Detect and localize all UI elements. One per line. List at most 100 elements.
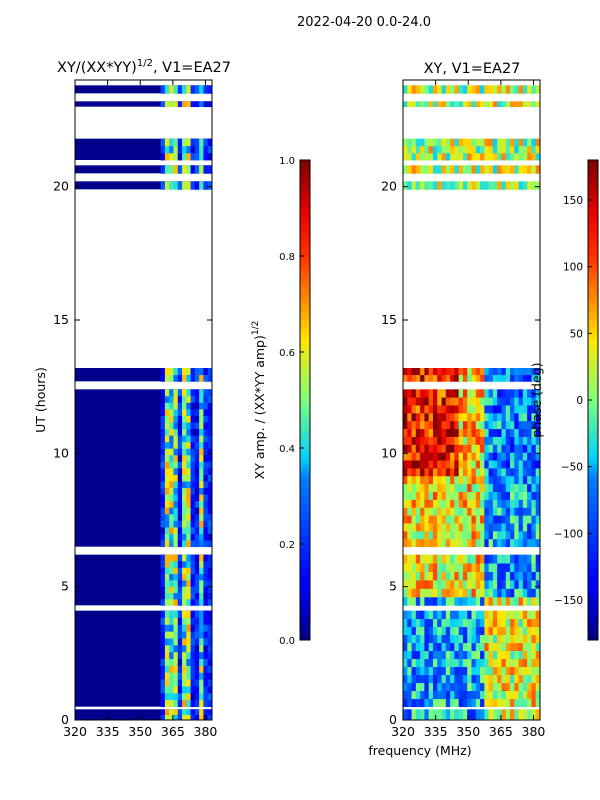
phase-cell bbox=[458, 709, 464, 720]
phase-cell bbox=[424, 436, 430, 445]
amp-cell bbox=[194, 520, 200, 528]
amp-cell bbox=[182, 441, 187, 449]
phase-cell bbox=[527, 468, 532, 477]
phase-cell bbox=[535, 389, 540, 398]
phase-cell bbox=[424, 145, 430, 154]
amp-cell bbox=[173, 644, 179, 653]
phase-cell bbox=[411, 428, 417, 437]
phase-cell bbox=[415, 444, 421, 453]
phase-cell bbox=[462, 475, 468, 485]
phase-cell bbox=[411, 596, 417, 606]
phase-cell bbox=[505, 571, 511, 581]
amp-cell bbox=[190, 435, 196, 443]
phase-cell bbox=[475, 507, 481, 516]
phase-cell bbox=[510, 618, 515, 628]
amp-cell bbox=[169, 181, 174, 190]
phase-cell bbox=[475, 475, 481, 485]
phase-cell bbox=[467, 165, 472, 174]
amp-cell bbox=[177, 533, 183, 541]
amp-cell bbox=[182, 533, 187, 541]
phase-cell bbox=[497, 618, 502, 628]
phase-cell bbox=[420, 101, 425, 108]
amp-cell bbox=[169, 374, 174, 382]
phase-cell bbox=[441, 554, 447, 564]
phase-cell bbox=[475, 444, 481, 453]
phase-cell bbox=[428, 538, 434, 548]
amp-cell bbox=[199, 610, 204, 618]
amp-cell bbox=[203, 631, 209, 639]
phase-cell bbox=[441, 666, 447, 676]
phase-xtick-label: 350 bbox=[456, 724, 480, 739]
phase-cell bbox=[475, 698, 481, 708]
phase-ytick-label: 5 bbox=[389, 579, 397, 594]
phase-cell bbox=[475, 138, 481, 147]
phase-cell bbox=[454, 507, 460, 516]
phase-cell bbox=[514, 682, 519, 692]
phase-cell bbox=[428, 368, 434, 376]
phase-cell bbox=[510, 538, 515, 548]
phase-cell bbox=[432, 618, 438, 628]
amp-cell bbox=[173, 415, 179, 423]
amp-cell bbox=[203, 448, 209, 456]
phase-cell bbox=[492, 658, 498, 668]
phase-cell bbox=[484, 580, 490, 589]
phase-cell bbox=[437, 596, 442, 606]
amp-cell bbox=[207, 714, 212, 720]
amp-cell bbox=[186, 374, 191, 382]
phase-cell bbox=[510, 85, 515, 94]
phase-cell bbox=[454, 405, 460, 414]
phase-cell bbox=[501, 626, 507, 636]
amp-cell bbox=[182, 513, 187, 521]
amp-cell bbox=[164, 487, 170, 495]
phase-cell bbox=[437, 428, 442, 437]
phase-cell bbox=[428, 397, 434, 406]
phase-cell bbox=[510, 452, 515, 461]
phase-cell bbox=[492, 523, 498, 532]
amp-cell bbox=[173, 599, 179, 606]
phase-cell bbox=[480, 610, 485, 620]
phase-cell bbox=[454, 145, 460, 154]
phase-cell bbox=[505, 491, 511, 500]
phase-cell bbox=[420, 610, 425, 620]
amp-cell bbox=[177, 658, 183, 666]
amp-cell bbox=[173, 138, 179, 147]
phase-cell bbox=[480, 634, 485, 644]
phase-cell bbox=[432, 468, 438, 477]
phase-cell bbox=[441, 483, 447, 492]
phase-cell bbox=[505, 682, 511, 692]
amp-cell bbox=[160, 409, 166, 416]
phase-cell bbox=[445, 444, 451, 453]
phase-cell bbox=[458, 460, 464, 469]
phase-cell bbox=[471, 138, 477, 147]
phase-cell bbox=[497, 475, 502, 485]
phase-cell bbox=[407, 658, 412, 668]
phase-cell bbox=[488, 674, 494, 684]
amp-cell bbox=[164, 500, 170, 508]
amp-colorbar-label: XY amp. / (XX*YY amp)1/2 bbox=[251, 321, 267, 480]
amp-cell bbox=[199, 494, 204, 502]
amp-cell bbox=[177, 395, 183, 403]
phase-cell bbox=[407, 483, 412, 492]
phase-cell bbox=[471, 499, 477, 508]
amp-cell bbox=[177, 573, 183, 581]
amp-cell bbox=[164, 402, 170, 410]
phase-cell bbox=[445, 491, 451, 500]
phase-cell bbox=[415, 634, 421, 644]
phase-cell bbox=[484, 709, 490, 720]
amp-cell bbox=[182, 679, 187, 687]
phase-cell bbox=[475, 412, 481, 422]
amp-cell bbox=[207, 692, 212, 701]
phase-cell bbox=[488, 530, 494, 540]
amp-cell bbox=[173, 554, 179, 562]
amp-ylabel: UT (hours) bbox=[33, 367, 48, 433]
phase-cell bbox=[458, 152, 464, 161]
phase-cell bbox=[411, 460, 417, 469]
phase-cell bbox=[531, 658, 537, 668]
phase-cell bbox=[424, 152, 430, 161]
amp-cell bbox=[194, 527, 200, 534]
phase-cell bbox=[484, 626, 490, 636]
phase-cell bbox=[471, 674, 477, 684]
amp-cell bbox=[194, 138, 200, 147]
phase-cell bbox=[497, 690, 502, 700]
phase-cell bbox=[475, 666, 481, 676]
